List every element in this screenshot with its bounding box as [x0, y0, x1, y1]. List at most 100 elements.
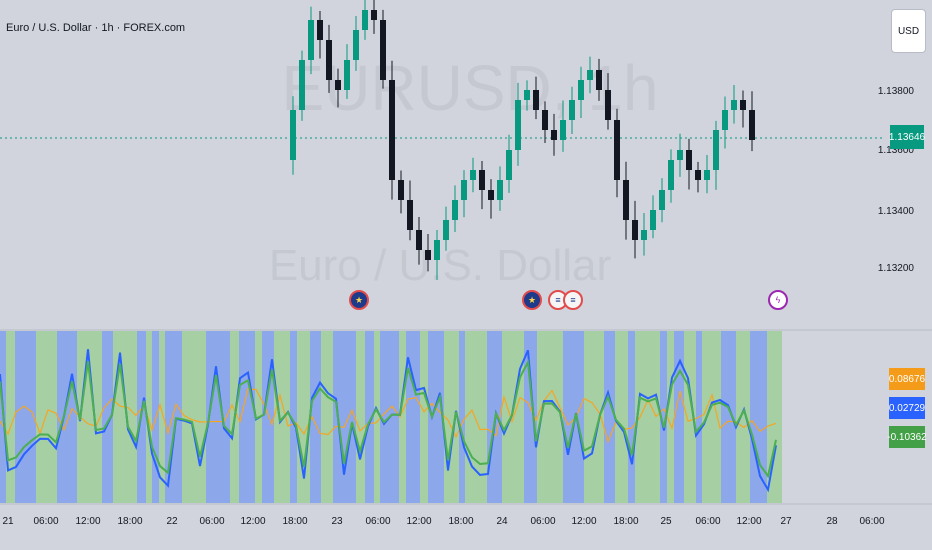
time-label: 27	[780, 516, 792, 527]
zone-green	[113, 331, 137, 503]
time-label: 12:00	[406, 516, 432, 527]
candle-body	[308, 20, 314, 60]
zone-blue	[604, 331, 615, 503]
candle-body	[452, 200, 458, 220]
candle-body	[551, 130, 557, 140]
candle-body	[659, 190, 665, 210]
candle-body	[533, 90, 539, 110]
candle-body	[740, 100, 746, 110]
zone-blue	[15, 331, 36, 503]
zone-blue	[102, 331, 113, 503]
candle-body	[560, 120, 566, 140]
zone-green	[584, 331, 604, 503]
candle-body	[614, 120, 620, 180]
currency-button[interactable]: USD	[891, 9, 926, 53]
candle-body	[416, 230, 422, 250]
candle-body	[344, 60, 350, 90]
indicator-value-green: -0.10362	[887, 426, 927, 448]
time-label: 24	[496, 516, 508, 527]
time-label: 28	[826, 516, 838, 527]
indicator-value-orange: 0.08676	[889, 368, 925, 390]
zone-green	[615, 331, 628, 503]
time-label: 12:00	[75, 516, 101, 527]
candle-body	[695, 170, 701, 180]
candle-body	[290, 110, 296, 160]
candle-body	[704, 170, 710, 180]
zone-blue	[57, 331, 77, 503]
zone-blue	[262, 331, 274, 503]
eu-icon[interactable]: ★	[522, 290, 542, 310]
candle-body	[335, 80, 341, 90]
candle-body	[479, 170, 485, 190]
candle-body	[677, 150, 683, 160]
zone-blue	[428, 331, 444, 503]
candle-body	[398, 180, 404, 200]
zone-green	[159, 331, 165, 503]
zone-green	[321, 331, 333, 503]
zone-blue	[290, 331, 297, 503]
candle-body	[488, 190, 494, 200]
zone-blue	[524, 331, 537, 503]
zone-blue	[239, 331, 255, 503]
candle-body	[362, 10, 368, 30]
lightning-icon[interactable]: ϟ	[768, 290, 788, 310]
us-flag-icon[interactable]: ≡	[563, 290, 583, 310]
time-label: 06:00	[33, 516, 59, 527]
candle-body	[632, 220, 638, 240]
candle-body	[407, 200, 413, 230]
candle-body	[515, 100, 521, 150]
time-label: 06:00	[365, 516, 391, 527]
time-label: 22	[166, 516, 178, 527]
candle-body	[506, 150, 512, 180]
last-price-label: 1.13646	[889, 125, 925, 149]
time-label: 25	[660, 516, 672, 527]
candle-body	[596, 70, 602, 90]
time-label: 12:00	[571, 516, 597, 527]
candle-body	[326, 40, 332, 80]
candles	[290, 0, 755, 280]
candle-body	[641, 230, 647, 240]
time-label: 23	[331, 516, 343, 527]
price-label-2: 1.13600	[877, 145, 914, 156]
candle-body	[425, 250, 431, 260]
zone-green	[635, 331, 660, 503]
zone-blue	[459, 331, 465, 503]
zone-blue	[406, 331, 420, 503]
candle-body	[542, 110, 548, 130]
candle-body	[524, 90, 530, 100]
zone-green	[399, 331, 406, 503]
zone-blue	[165, 331, 182, 503]
candle-body	[578, 80, 584, 100]
zone-green	[356, 331, 365, 503]
eu-icon[interactable]: ★	[349, 290, 369, 310]
candle-body	[569, 100, 575, 120]
time-label: 18:00	[117, 516, 143, 527]
candle-body	[668, 160, 674, 190]
symbol-title[interactable]: Euro / U.S. Dollar · 1h · FOREX.com	[6, 22, 186, 34]
candle-body	[461, 180, 467, 200]
time-label: 06:00	[695, 516, 721, 527]
candle-body	[371, 10, 377, 20]
time-label: 18:00	[282, 516, 308, 527]
candle-body	[731, 100, 737, 110]
time-label: 12:00	[736, 516, 762, 527]
zone-blue	[674, 331, 684, 503]
candle-body	[623, 180, 629, 220]
zone-green	[420, 331, 428, 503]
zone-blue	[721, 331, 736, 503]
price-label-1: 1.13800	[877, 86, 914, 97]
candle-body	[317, 20, 323, 40]
candle-body	[686, 150, 692, 170]
candle-body	[650, 210, 656, 230]
candle-body	[605, 90, 611, 120]
time-label: 06:00	[859, 516, 885, 527]
zone-blue	[365, 331, 374, 503]
zone-green	[6, 331, 15, 503]
candle-body	[470, 170, 476, 180]
time-label: 18:00	[613, 516, 639, 527]
time-label: 18:00	[448, 516, 474, 527]
zone-green	[146, 331, 152, 503]
time-label: 06:00	[530, 516, 556, 527]
zone-blue	[750, 331, 767, 503]
